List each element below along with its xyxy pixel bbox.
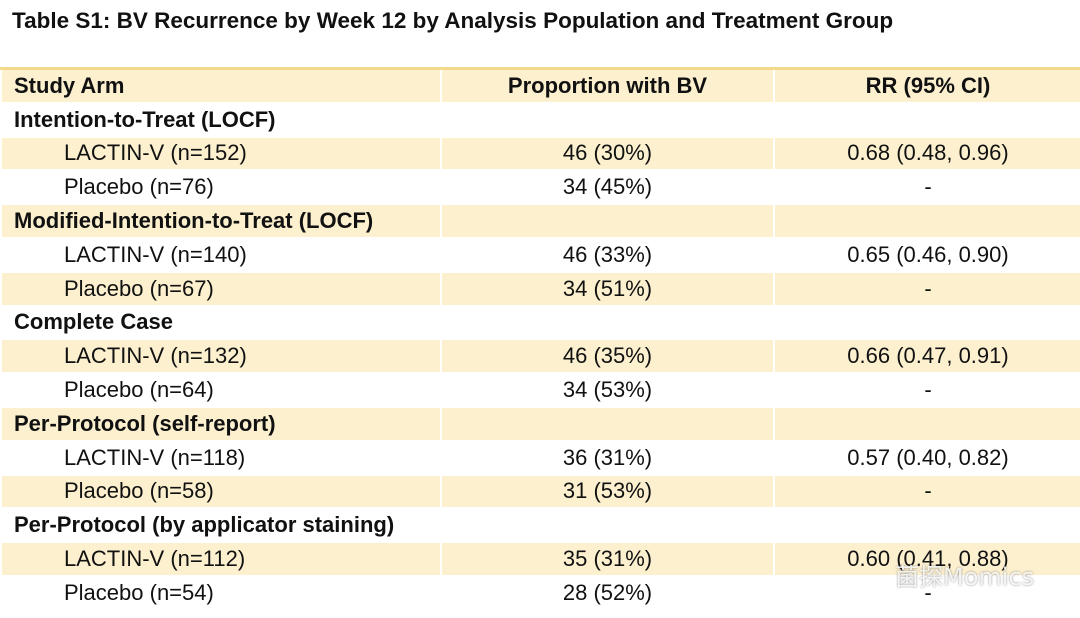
arm-label: LACTIN-V (n=112) — [0, 542, 441, 577]
arm-label: Placebo (n=54) — [0, 575, 441, 611]
arm-row: LACTIN-V (n=140) 46 (33%) 0.65 (0.46, 0.90… — [0, 237, 1080, 273]
data-cell: - — [773, 373, 1080, 408]
results-table: Study Arm Proportion with BV RR (95% CI) In… — [0, 67, 1080, 611]
table-title: Table S1: BV Recurrence by Week 12 by An… — [12, 8, 894, 33]
arm-row: Placebo (n=67) 34 (51%) - — [0, 271, 1080, 307]
empty-cell — [440, 406, 774, 442]
data-cell: 0.57 (0.40, 0.82) — [773, 440, 1080, 476]
arm-row: LACTIN-V (n=152) 46 (30%) 0.68 (0.48, 0.96… — [0, 136, 1080, 172]
arm-row: LACTIN-V (n=118) 36 (31%) 0.57 (0.40, 0.82… — [0, 440, 1080, 476]
data-cell: - — [773, 474, 1080, 510]
data-cell: - — [773, 271, 1080, 307]
arm-row: LACTIN-V (n=112) 35 (31%) 0.60 (0.41, 0.88… — [0, 542, 1080, 577]
group-row: Complete Case — [0, 305, 1080, 341]
data-cell: 34 (45%) — [440, 170, 774, 206]
empty-cell — [440, 508, 774, 544]
arm-label: Placebo (n=58) — [0, 474, 441, 510]
empty-cell — [773, 204, 1080, 239]
data-cell: 36 (31%) — [440, 440, 774, 476]
data-cell: 46 (30%) — [440, 136, 774, 172]
empty-cell — [773, 406, 1080, 442]
column-header: Proportion with BV — [440, 68, 774, 104]
data-cell: 0.65 (0.46, 0.90) — [773, 237, 1080, 273]
empty-cell — [773, 102, 1080, 138]
empty-cell — [773, 508, 1080, 544]
data-cell: 28 (52%) — [440, 575, 774, 611]
arm-label: LACTIN-V (n=140) — [0, 237, 441, 273]
data-cell: 31 (53%) — [440, 474, 774, 510]
arm-label: Placebo (n=64) — [0, 373, 441, 408]
data-cell: 35 (31%) — [440, 542, 774, 577]
empty-cell — [440, 305, 774, 341]
empty-cell — [773, 305, 1080, 341]
arm-label: LACTIN-V (n=118) — [0, 440, 441, 476]
watermark: 菌探Momics — [895, 563, 1035, 591]
group-label: Per-Protocol (self-report) — [0, 406, 441, 442]
arm-label: Placebo (n=67) — [0, 271, 441, 307]
group-label: Modified-Intention-to-Treat (LOCF) — [0, 204, 441, 239]
data-cell: 46 (33%) — [440, 237, 774, 273]
group-label: Intention-to-Treat (LOCF) — [0, 102, 441, 138]
arm-row: Placebo (n=64) 34 (53%) - — [0, 373, 1080, 408]
data-cell: 34 (51%) — [440, 271, 774, 307]
group-row: Per-Protocol (by applicator staining) — [0, 508, 1080, 544]
data-cell: - — [773, 575, 1080, 611]
arm-row: Placebo (n=54) 28 (52%) - — [0, 575, 1080, 611]
arm-row: Placebo (n=76) 34 (45%) - — [0, 170, 1080, 206]
arm-label: LACTIN-V (n=132) — [0, 339, 441, 375]
arm-label: Placebo (n=76) — [0, 170, 441, 206]
data-cell: 0.60 (0.41, 0.88) — [773, 542, 1080, 577]
data-cell: 34 (53%) — [440, 373, 774, 408]
empty-cell — [440, 204, 774, 239]
group-row: Modified-Intention-to-Treat (LOCF) — [0, 204, 1080, 239]
group-label: Complete Case — [0, 305, 441, 341]
group-row: Intention-to-Treat (LOCF) — [0, 102, 1080, 138]
data-cell: 0.68 (0.48, 0.96) — [773, 136, 1080, 172]
data-cell: 0.66 (0.47, 0.91) — [773, 339, 1080, 375]
group-row: Per-Protocol (self-report) — [0, 406, 1080, 442]
data-cell: - — [773, 170, 1080, 206]
empty-cell — [440, 102, 774, 138]
header-row: Study Arm Proportion with BV RR (95% CI) — [0, 68, 1080, 104]
arm-row: Placebo (n=58) 31 (53%) - — [0, 474, 1080, 510]
column-header: RR (95% CI) — [773, 68, 1080, 104]
arm-label: LACTIN-V (n=152) — [0, 136, 441, 172]
arm-row: LACTIN-V (n=132) 46 (35%) 0.66 (0.47, 0.91… — [0, 339, 1080, 375]
group-label: Per-Protocol (by applicator staining) — [0, 508, 441, 544]
column-header: Study Arm — [0, 68, 441, 104]
data-cell: 46 (35%) — [440, 339, 774, 375]
